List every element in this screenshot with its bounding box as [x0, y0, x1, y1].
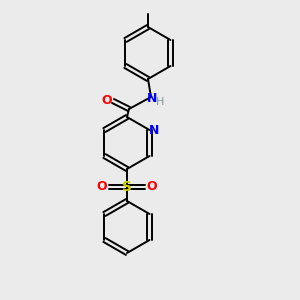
Text: O: O [102, 94, 112, 106]
Text: N: N [149, 124, 160, 136]
Text: O: O [97, 181, 107, 194]
Text: O: O [147, 181, 157, 194]
Text: N: N [147, 92, 157, 104]
Text: H: H [156, 97, 164, 107]
Text: S: S [122, 180, 132, 194]
